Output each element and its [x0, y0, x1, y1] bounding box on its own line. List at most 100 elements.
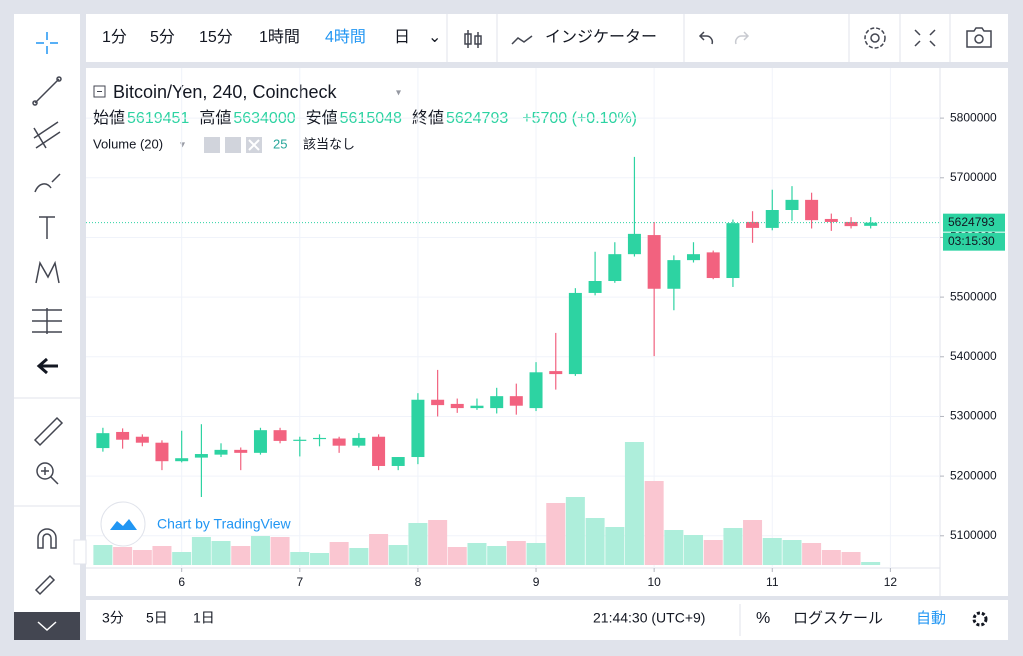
- candle-body: [844, 221, 858, 227]
- remove-tool[interactable]: [36, 357, 58, 375]
- candle-body: [490, 396, 504, 409]
- candle-body: [155, 442, 169, 462]
- volume-bar: [861, 562, 881, 565]
- volume-bar: [762, 538, 782, 565]
- range-button[interactable]: 3分: [102, 610, 124, 626]
- scroll-button[interactable]: [73, 539, 87, 565]
- candle-body: [352, 437, 366, 446]
- redo-button[interactable]: [734, 31, 750, 45]
- candle-body: [470, 405, 484, 409]
- axis-settings-button[interactable]: [972, 611, 988, 627]
- interval-button[interactable]: 4時間: [325, 28, 366, 46]
- volume-bar: [211, 541, 231, 565]
- volume-bar: [250, 536, 270, 565]
- pattern-tool[interactable]: [35, 260, 60, 284]
- volume-bar: [369, 534, 389, 565]
- bottom-bar: [86, 600, 1008, 640]
- y-tick-label: 5200000: [950, 468, 997, 482]
- volume-bar: [585, 518, 605, 565]
- candle-body: [293, 439, 307, 441]
- candle-body: [785, 199, 799, 211]
- dropdown-arrow[interactable]: ⌄: [428, 29, 441, 46]
- settings-small-button[interactable]: [225, 137, 241, 153]
- candle-body: [805, 199, 819, 221]
- x-tick-label: 7: [296, 575, 303, 589]
- interval-button[interactable]: 5分: [150, 28, 175, 46]
- volume-bar: [467, 543, 487, 565]
- candle-body: [372, 436, 386, 466]
- fullscreen-button[interactable]: [914, 29, 936, 47]
- volume-bar: [113, 547, 133, 565]
- volume-bar: [565, 497, 585, 565]
- hide-tool[interactable]: [14, 612, 80, 640]
- top-toolbar: [86, 14, 1008, 62]
- volume-bar: [487, 546, 507, 565]
- candle-body: [450, 403, 464, 409]
- y-tick-label: 5300000: [950, 409, 997, 423]
- legend-value: 5634000: [233, 110, 295, 127]
- interval-button[interactable]: 日: [394, 29, 410, 46]
- candle-body: [686, 254, 700, 261]
- candle-body: [391, 457, 405, 466]
- line-tool[interactable]: [32, 76, 62, 106]
- collapse-button[interactable]: [93, 85, 106, 98]
- candle-body: [234, 449, 248, 453]
- prediction-tool[interactable]: [32, 308, 62, 334]
- candle-body: [96, 433, 110, 449]
- hide-icon: [37, 621, 57, 632]
- range-button[interactable]: 1日: [193, 610, 215, 626]
- fib-tool[interactable]: [33, 121, 61, 149]
- legend-value: 5615048: [340, 110, 402, 127]
- y-tick-label: 5700000: [950, 170, 997, 184]
- snapshot-button[interactable]: [966, 27, 992, 48]
- undo-button[interactable]: [698, 31, 714, 45]
- volume-bar: [821, 550, 841, 565]
- watermark[interactable]: Chart by TradingView: [157, 516, 291, 532]
- volume-label: Volume (20): [93, 136, 163, 151]
- candle-body: [214, 449, 228, 455]
- interval-button[interactable]: 15分: [199, 28, 233, 46]
- volume-bar: [743, 520, 763, 565]
- interval-button[interactable]: 1分: [102, 28, 127, 46]
- text-tool[interactable]: [39, 216, 55, 239]
- range-button[interactable]: 5日: [146, 610, 168, 626]
- percent-button[interactable]: %: [756, 610, 770, 627]
- volume-bar: [290, 552, 310, 565]
- brush-tool[interactable]: [34, 173, 61, 193]
- volume-bar: [644, 481, 664, 565]
- auto-button[interactable]: 自動: [916, 610, 946, 627]
- y-tick-label: 5100000: [950, 528, 997, 542]
- settings-button[interactable]: [864, 27, 886, 49]
- watermark-icon: [110, 519, 137, 530]
- clock: 21:44:30 (UTC+9): [593, 610, 705, 626]
- candle-body: [431, 399, 445, 406]
- volume-dropdown[interactable]: ▾: [180, 140, 185, 151]
- volume-bar: [447, 547, 467, 565]
- volume-bar: [802, 543, 822, 565]
- indicators-button[interactable]: インジケーター: [545, 28, 657, 46]
- volume-bar: [841, 552, 861, 565]
- magnet-tool[interactable]: [37, 528, 57, 549]
- volume-bar: [428, 520, 448, 565]
- title-dropdown[interactable]: ▾: [396, 88, 401, 99]
- candle-body: [568, 292, 582, 375]
- lock-tool[interactable]: [34, 574, 56, 596]
- y-tick-label: 5400000: [950, 349, 997, 363]
- visibility-button[interactable]: [204, 137, 220, 153]
- chart-type-button[interactable]: [464, 30, 482, 48]
- log-scale-button[interactable]: ログスケール: [793, 610, 883, 627]
- candle-body: [726, 223, 740, 279]
- zoom-tool[interactable]: [36, 462, 59, 485]
- candle-body: [765, 210, 779, 228]
- candle-body: [411, 399, 425, 458]
- x-tick-label: 6: [178, 575, 185, 589]
- volume-bar: [624, 442, 644, 565]
- volume-bar: [546, 503, 566, 565]
- indicator-icon: [511, 35, 533, 45]
- measure-tool[interactable]: [33, 416, 64, 447]
- cursor-tool[interactable]: [36, 32, 58, 54]
- candle-body: [549, 371, 563, 375]
- interval-button[interactable]: 1時間: [259, 28, 300, 46]
- watermark-logo: [100, 501, 146, 547]
- legend-value: 5624793: [446, 110, 508, 127]
